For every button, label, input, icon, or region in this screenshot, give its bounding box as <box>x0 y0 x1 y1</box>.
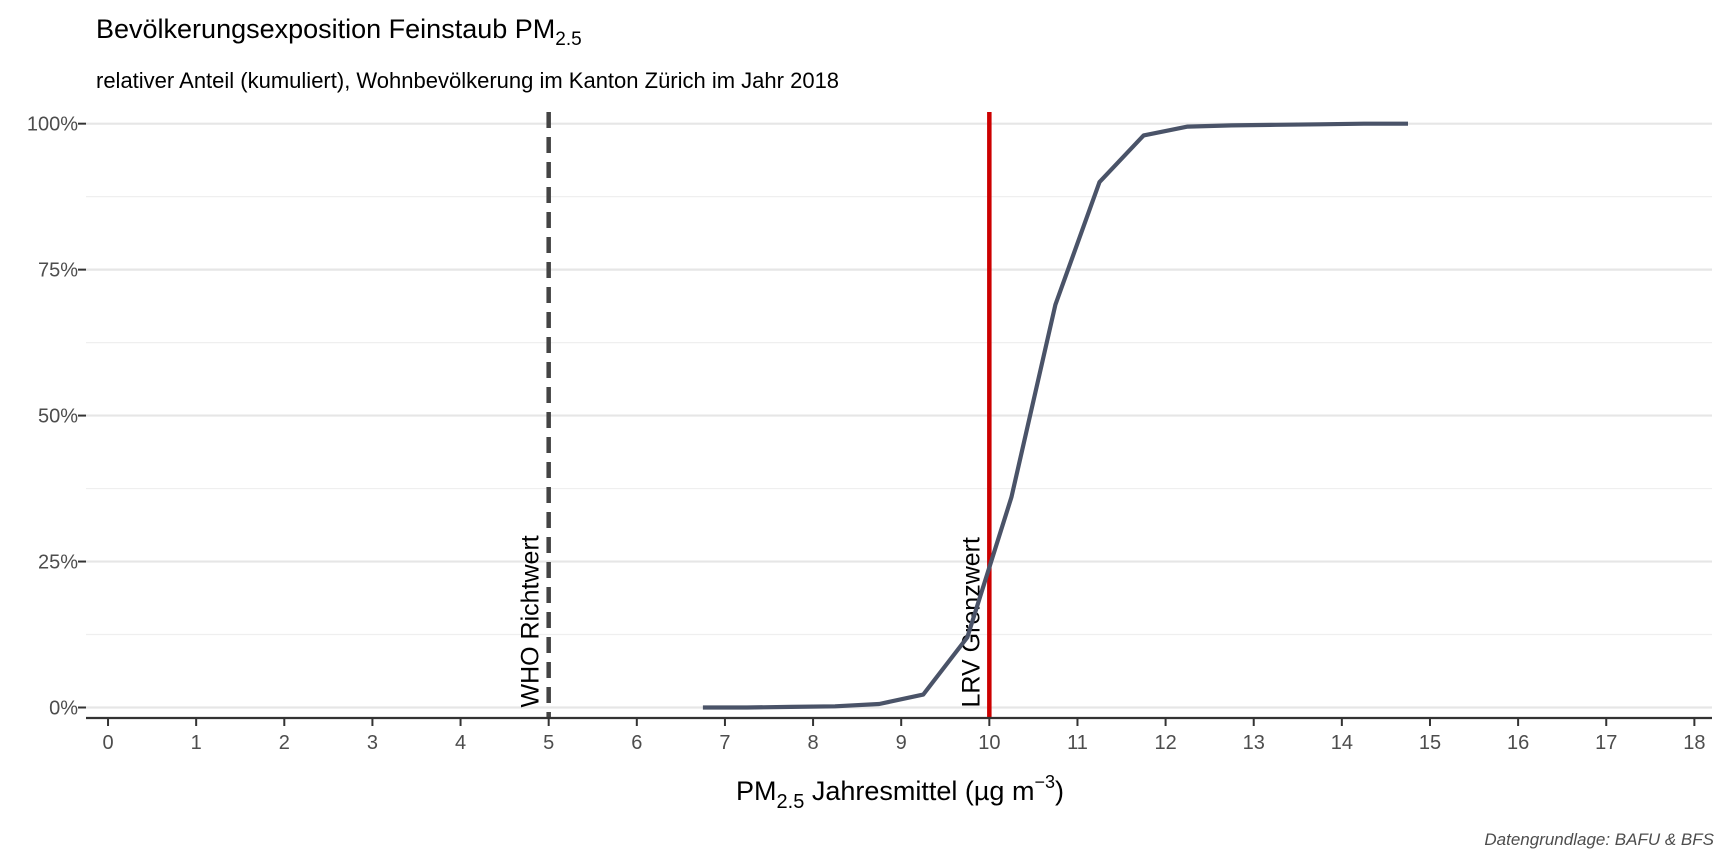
x-axis-title-part3: ) <box>1055 776 1064 806</box>
x-tick-label: 0 <box>102 732 113 754</box>
chart-title-subscript: 2.5 <box>555 29 581 50</box>
x-tick-label: 4 <box>455 732 466 754</box>
x-axis-title: PM2.5 Jahresmittel (µg m−3) <box>736 772 1064 813</box>
x-tick-label: 12 <box>1154 732 1176 754</box>
x-tick-label: 7 <box>719 732 730 754</box>
reference-line-label: WHO Richtwert <box>517 535 545 707</box>
x-tick-label: 13 <box>1243 732 1265 754</box>
x-tick-label: 11 <box>1067 732 1088 754</box>
x-tick-label: 15 <box>1419 732 1441 754</box>
x-tick-label: 18 <box>1683 732 1705 754</box>
chart-title-main: Bevölkerungsexposition Feinstaub PM <box>96 14 555 44</box>
x-tick-label: 2 <box>279 732 290 754</box>
reference-lines: WHO Richtwert LRV Grenzwert <box>517 112 992 718</box>
x-tick-label: 1 <box>191 732 202 754</box>
data-series <box>702 121 1408 710</box>
series-line <box>702 121 1408 710</box>
chart-title: Bevölkerungsexposition Feinstaub PM2.5 <box>96 14 582 50</box>
y-tick-label: 100% <box>27 114 78 136</box>
x-tick-label: 16 <box>1507 732 1529 754</box>
x-tick-label: 3 <box>367 732 378 754</box>
y-tick-label: 50% <box>38 406 78 428</box>
x-axis-title-part1: PM <box>736 776 777 806</box>
x-tick-label: 17 <box>1595 732 1617 754</box>
y-tick-label: 75% <box>38 260 78 282</box>
x-tick-label: 10 <box>978 732 1000 754</box>
x-tick-label: 5 <box>543 732 554 754</box>
grid-lines <box>86 122 1712 709</box>
chart-subtitle: relativer Anteil (kumuliert), Wohnbevölk… <box>96 68 839 93</box>
chart-caption: Datengrundlage: BAFU & BFS <box>1484 830 1714 849</box>
x-tick-label: 9 <box>896 732 907 754</box>
x-axis-title-superscript: −3 <box>1034 772 1055 792</box>
y-axis-ticks: 0% 25% 50% 75% 100% <box>27 114 86 719</box>
x-axis-title-part2: Jahresmittel (µg m <box>804 776 1034 806</box>
x-axis-ticks: 0 1 2 3 4 5 6 7 8 9 10 11 12 13 14 15 16 17 18 <box>102 718 1705 754</box>
x-tick-label: 14 <box>1331 732 1353 754</box>
x-tick-label: 6 <box>631 732 642 754</box>
y-tick-label: 25% <box>38 552 78 574</box>
y-tick-label: 0% <box>49 697 78 719</box>
x-axis-title-subscript: 2.5 <box>777 791 805 813</box>
x-tick-label: 8 <box>808 732 819 754</box>
